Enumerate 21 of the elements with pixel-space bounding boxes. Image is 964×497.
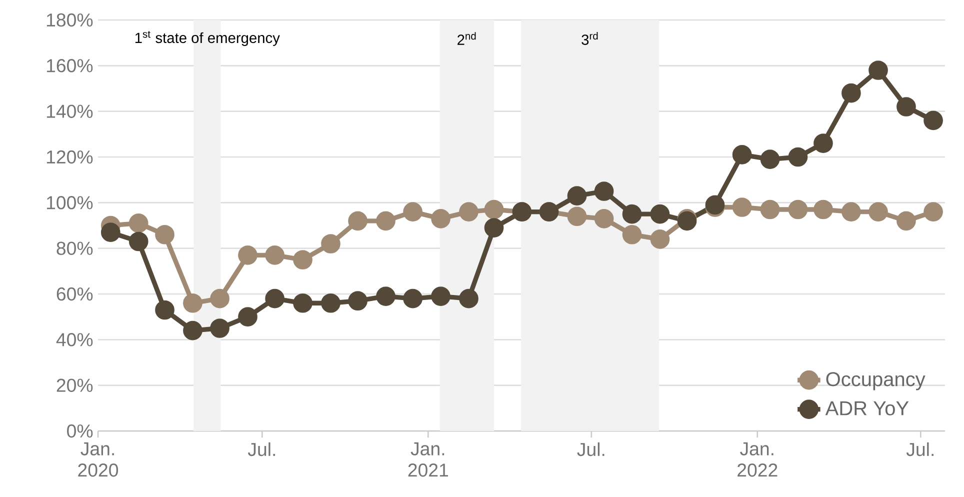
y-tick-label: 140% — [46, 104, 93, 118]
band-label: 3$^{rd}$ — [582, 32, 598, 45]
y-tick-label: 120% — [46, 150, 93, 164]
y-tick-label: 60% — [56, 287, 93, 301]
band-label: 2$^{nd}$ — [458, 32, 476, 45]
legend-label: Occupancy — [826, 372, 926, 390]
x-tick-label: Jan. 2020 — [78, 442, 118, 477]
x-tick-label: Jul. — [248, 442, 275, 456]
x-tick-label: Jul. — [906, 442, 934, 456]
y-tick-label: 0% — [67, 424, 93, 438]
band-label: 1$^{st}$ state of emergency — [135, 31, 280, 46]
y-tick-label: 20% — [56, 378, 93, 392]
legend-label: ADR YoY — [825, 401, 909, 416]
y-tick-label: 160% — [46, 59, 93, 72]
x-tick-label: Jan. 2022 — [738, 442, 778, 477]
x-tick-label: Jul. — [577, 442, 604, 456]
y-tick-label: 100% — [46, 196, 93, 210]
y-tick-label: 40% — [56, 333, 93, 346]
x-tick-label: Jan. 2021 — [408, 442, 448, 477]
y-tick-label: 180% — [46, 13, 93, 27]
y-tick-label: 80% — [56, 242, 93, 255]
